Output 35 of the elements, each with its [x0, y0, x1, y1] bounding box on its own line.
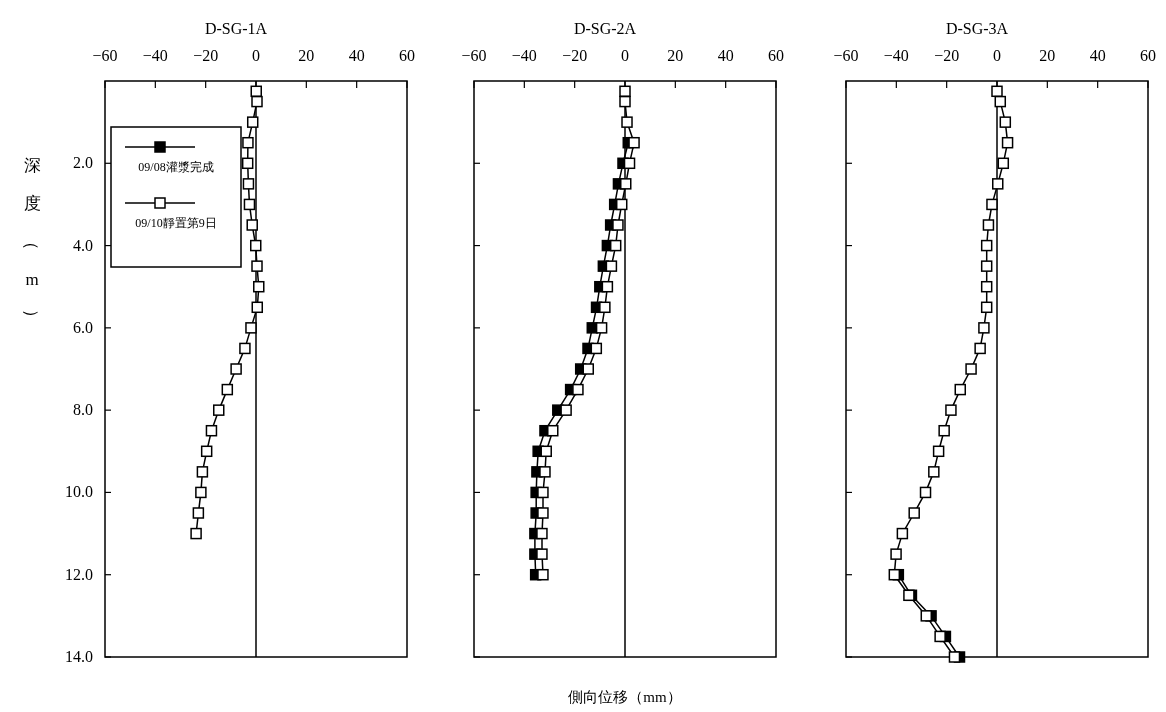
y-tick-label: 8.0	[73, 401, 93, 419]
x-tick-label: −20	[562, 47, 588, 64]
x-tick-label: 0	[252, 47, 260, 64]
x-tick-label: −20	[934, 47, 960, 64]
x-tick-label: 0	[993, 47, 1001, 64]
y-tick-label: 2.0	[73, 154, 93, 172]
x-tick-label: 0	[621, 47, 629, 64]
y-tick-label: 10.0	[65, 483, 93, 501]
x-tick-label: −60	[833, 47, 859, 64]
x-tick-label: 60	[399, 47, 415, 64]
y-tick-label: 6.0	[73, 318, 93, 336]
x-tick-label: −60	[92, 47, 118, 64]
x-tick-label: −40	[511, 47, 537, 64]
legend-label: 09/08灌漿完成	[138, 160, 214, 174]
x-tick-label: 60	[1140, 47, 1156, 64]
x-tick-label: 60	[768, 47, 784, 64]
x-tick-label: −40	[142, 47, 168, 64]
chart-title: D-SG-3A	[945, 20, 1009, 37]
x-tick-label: 20	[667, 47, 684, 64]
legend-label: 09/10靜置第9日	[135, 216, 217, 230]
x-tick-label: 40	[1089, 47, 1106, 64]
x-tick-label: −60	[461, 47, 487, 64]
chart-title: D-SG-2A	[573, 20, 637, 37]
x-tick-label: 20	[1039, 47, 1056, 64]
text: 深度（m）	[22, 156, 41, 326]
x-tick-label: 40	[348, 47, 365, 64]
x-axis-title: 側向位移（mm）	[568, 689, 682, 705]
y-tick-label: 12.0	[65, 565, 93, 583]
y-tick-label: 14.0	[65, 648, 93, 665]
x-tick-label: 20	[298, 47, 315, 64]
x-tick-label: −40	[883, 47, 909, 64]
y-tick-label: 4.0	[73, 236, 93, 254]
chart-title: D-SG-1A	[204, 20, 268, 37]
x-tick-label: −20	[193, 47, 219, 64]
x-tick-label: 40	[717, 47, 734, 64]
